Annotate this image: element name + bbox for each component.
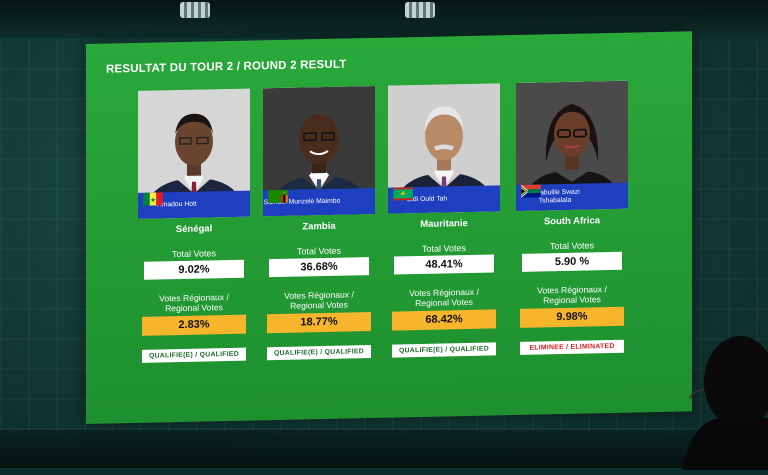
candidate-card: Samuel Munzele Maimbo Zambia Total Votes… — [263, 85, 375, 361]
candidate-card: Bajabulile Swazi Tshabalala South Africa… — [516, 80, 628, 355]
results-screen: RESULTAT DU TOUR 2 / ROUND 2 RESULT A — [86, 31, 692, 424]
country-label: South Africa — [543, 215, 601, 228]
regional-votes-value: 18.77% — [267, 312, 371, 334]
spectator-silhouette — [682, 330, 768, 470]
floor — [0, 430, 768, 468]
status-badge: QUALIFIE(E) / QUALIFIED — [142, 347, 246, 363]
total-votes-value: 48.41% — [394, 254, 494, 275]
regional-label-line2: Regional Votes — [165, 302, 223, 314]
total-votes-label: Total Votes — [421, 243, 467, 254]
regional-votes-label: Votes Régionaux / Regional Votes — [263, 289, 375, 311]
regional-label-line2: Regional Votes — [543, 294, 601, 306]
ceiling-light — [405, 2, 435, 18]
senegal-flag-icon — [143, 192, 163, 206]
ceiling-light — [180, 2, 210, 18]
screen-title: RESULTAT DU TOUR 2 / ROUND 2 RESULT — [106, 58, 347, 76]
candidate-card: Amadou Hott Sénégal Total Votes 9.02% Vo… — [138, 88, 250, 363]
zambia-flag-icon — [268, 189, 288, 204]
candidate-photo: Samuel Munzele Maimbo — [263, 85, 375, 217]
status-badge: QUALIFIE(E) / QUALIFIED — [267, 345, 371, 361]
regional-votes-value: 68.42% — [392, 309, 496, 331]
nameplate: Bajabulile Swazi Tshabalala — [516, 182, 628, 211]
regional-votes-value: 2.83% — [142, 314, 246, 336]
nameplate: Sidi Ould Tah — [388, 185, 500, 214]
country-label: Mauritanie — [420, 218, 468, 230]
regional-votes-label: Votes Régionaux / Regional Votes — [516, 284, 628, 306]
regional-votes-label: Votes Régionaux / Regional Votes — [138, 292, 250, 314]
status-badge: ELIMINEE / ELIMINATED — [520, 339, 624, 355]
total-votes-value: 9.02% — [144, 259, 244, 280]
candidate-photo: Amadou Hott — [138, 88, 250, 219]
regional-label-line2: Regional Votes — [415, 296, 473, 309]
south-africa-flag-icon — [521, 184, 541, 198]
total-votes-label: Total Votes — [171, 248, 217, 260]
nameplate: Amadou Hott — [138, 190, 250, 219]
total-votes-value: 5.90 % — [522, 251, 622, 272]
candidate-card: Sidi Ould Tah Mauritanie Total Votes 48.… — [388, 83, 500, 358]
candidate-photo: Sidi Ould Tah — [388, 83, 500, 214]
country-label: Zambia — [302, 220, 336, 233]
nameplate: Samuel Munzele Maimbo — [263, 187, 375, 217]
total-votes-value: 36.68% — [269, 257, 369, 278]
total-votes-label: Total Votes — [549, 240, 595, 252]
regional-label-line2: Regional Votes — [290, 299, 348, 311]
regional-votes-label: Votes Régionaux / Regional Votes — [388, 286, 500, 308]
regional-votes-value: 9.98% — [520, 306, 624, 328]
status-badge: QUALIFIE(E) / QUALIFIED — [392, 342, 496, 358]
mauritania-flag-icon — [393, 187, 413, 201]
country-label: Sénégal — [175, 223, 213, 236]
candidate-photo: Bajabulile Swazi Tshabalala — [516, 80, 628, 211]
total-votes-label: Total Votes — [296, 245, 342, 257]
